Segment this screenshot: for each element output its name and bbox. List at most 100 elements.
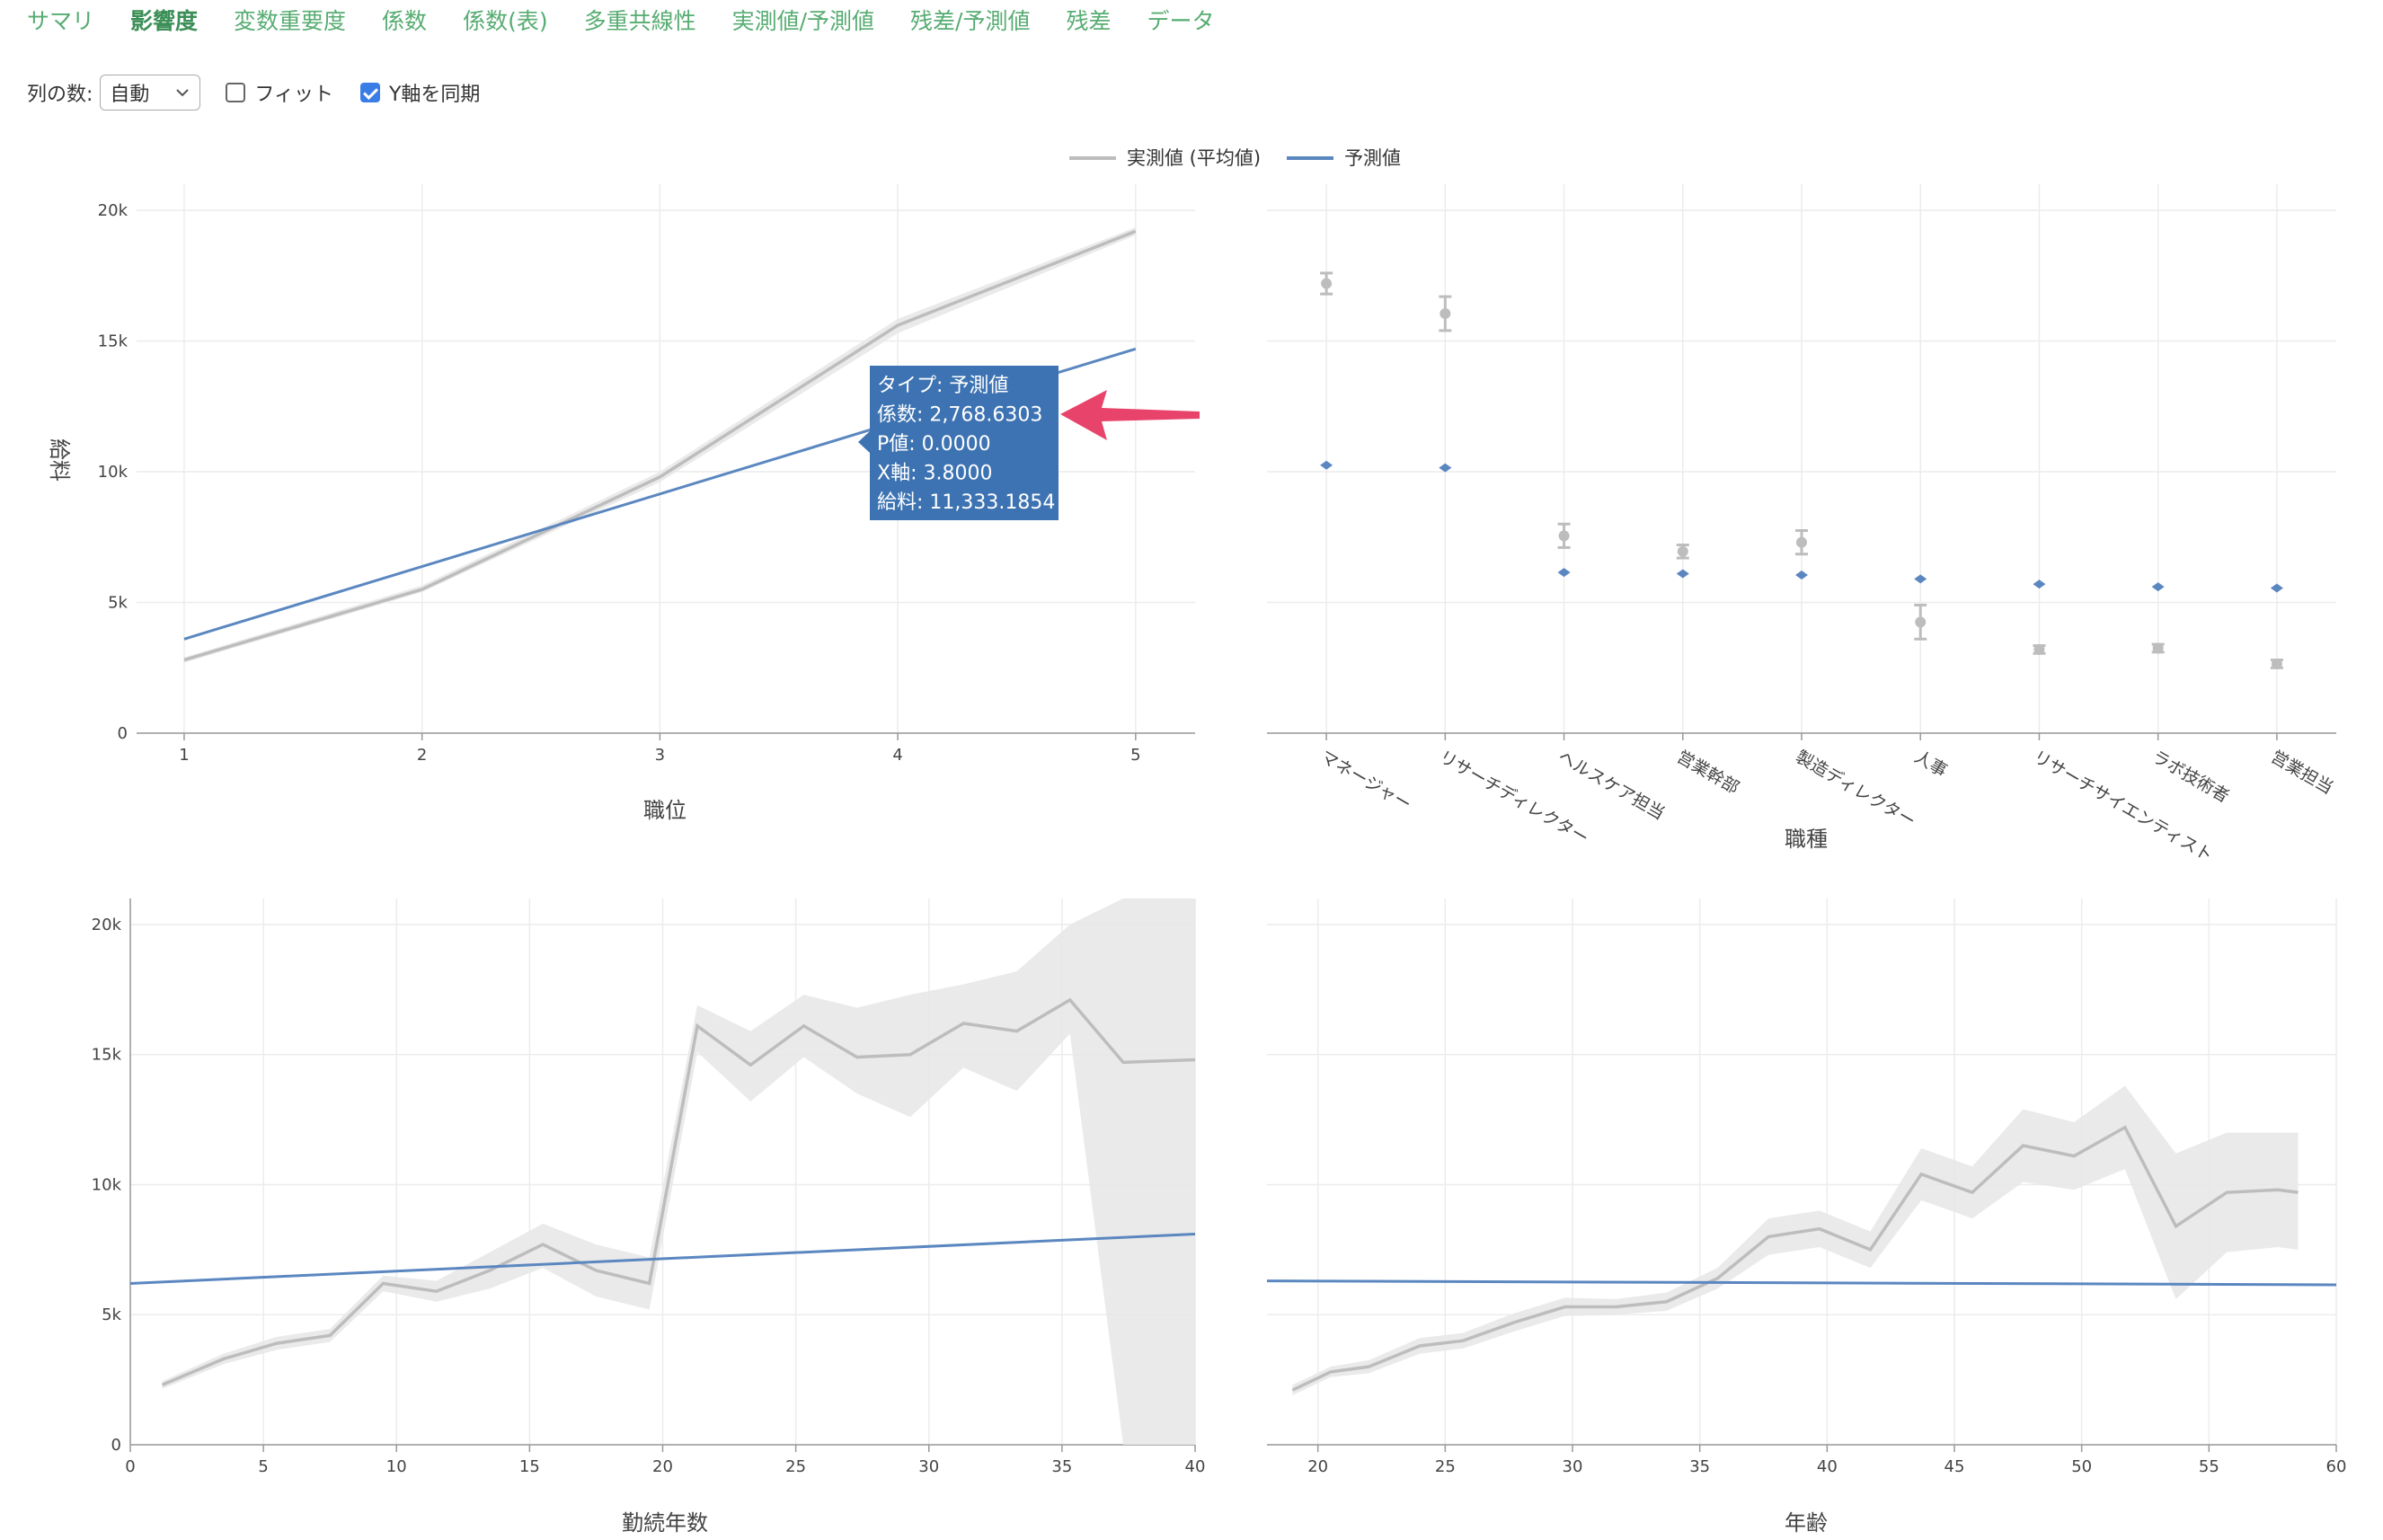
sync-y-label: Y軸を同期 <box>388 84 481 106</box>
y-tick-label: 15k <box>98 332 128 351</box>
y-tick-label: 0 <box>118 724 128 743</box>
x-tick-label: 30 <box>1563 1457 1583 1476</box>
x-tick-label: 営業担当 <box>2267 747 2336 798</box>
x-tick-label: 30 <box>918 1457 939 1476</box>
x-tick-label: 2 <box>417 746 427 765</box>
arrow-icon <box>1060 390 1200 440</box>
predicted-point <box>1557 568 1571 578</box>
legend-actual-label: 実測値 (平均値) <box>1127 147 1261 169</box>
predicted-point <box>1676 569 1689 579</box>
tooltip-line: X軸: 3.8000 <box>877 463 992 485</box>
x-tick-label: 営業幹部 <box>1673 747 1742 798</box>
x-tick-label: 5 <box>258 1457 268 1476</box>
predicted-point <box>1320 460 1333 470</box>
x-tick-label: ヘルスケア担当 <box>1555 747 1668 824</box>
predicted-point <box>2151 582 2165 592</box>
columns-label: 列の数: <box>27 84 93 106</box>
fit-checkbox-box[interactable] <box>226 83 246 102</box>
x-tick-label: 35 <box>1051 1457 1072 1476</box>
actual-line <box>183 229 1137 662</box>
columns-select-value: 自動 <box>110 84 150 106</box>
x-tick-label: 20 <box>1307 1457 1328 1476</box>
actual-point <box>2152 642 2164 654</box>
tab-4[interactable]: 係数(表) <box>463 8 548 34</box>
x-tick-label: 35 <box>1689 1457 1710 1476</box>
x-tick-label: 45 <box>1944 1457 1965 1476</box>
tooltip-box <box>870 366 1059 520</box>
tab-3[interactable]: 係数 <box>382 8 428 34</box>
annotation-arrow <box>1060 390 1200 440</box>
predicted-point <box>2270 583 2283 593</box>
x-tick-label: 25 <box>1435 1457 1456 1476</box>
x-tick-label: 1 <box>179 746 189 765</box>
x-tick-label: 0 <box>125 1457 135 1476</box>
x-tick-label: 50 <box>2071 1457 2092 1476</box>
tooltip-line: 給料: 11,333.1854 <box>877 491 1055 514</box>
x-tick-label: 5 <box>1130 746 1140 765</box>
tab-7[interactable]: 残差/予測値 <box>910 8 1031 34</box>
actual-point <box>1440 308 1451 320</box>
sync-y-checkbox-box[interactable] <box>359 83 380 102</box>
fit-label: フィット <box>254 84 333 106</box>
y-tick-label: 10k <box>92 1175 122 1194</box>
chart-panel-1: 0 5k 10k 15k 20k 1 2 3 4 5 職位 給料 <box>47 184 1195 823</box>
sync-y-checkbox[interactable]: Y軸を同期 <box>359 78 481 107</box>
legend: 実測値 (平均値) 予測値 <box>1069 147 1401 169</box>
x-tick-label: 4 <box>892 746 902 765</box>
actual-point <box>2033 643 2045 655</box>
tooltip-line: タイプ: 予測値 <box>877 375 1008 397</box>
tab-8[interactable]: 残差 <box>1066 8 1112 34</box>
chevron-down-icon <box>176 89 190 97</box>
x-tick-label: 40 <box>1185 1457 1206 1476</box>
predicted-point <box>1914 574 1927 584</box>
tooltip-line: 係数: 2,768.6303 <box>877 404 1042 427</box>
actual-point <box>1915 616 1927 628</box>
chart-panel-4: 20 25 30 35 40 45 50 55 60 年齢 <box>1266 898 2347 1536</box>
tab-1[interactable]: 影響度 <box>130 8 199 34</box>
predicted-line <box>129 1232 1196 1285</box>
actual-point <box>1558 530 1570 542</box>
tab-5[interactable]: 多重共線性 <box>583 8 696 34</box>
y-tick-label: 20k <box>98 201 128 220</box>
y-tick-label: 20k <box>92 916 122 934</box>
x-tick-label: 60 <box>2326 1457 2347 1476</box>
tooltip-line: P値: 0.0000 <box>877 433 991 456</box>
tab-6[interactable]: 実測値/予測値 <box>731 8 875 34</box>
tab-bar: サマリ 影響度 変数重要度 係数 係数(表) 多重共線性 実測値/予測値 残差/予測値 残差 デー… <box>27 0 1251 40</box>
confidence-band <box>183 227 1136 663</box>
confidence-band <box>1292 1085 2299 1395</box>
actual-point <box>1677 545 1688 557</box>
x-axis-label: 職位 <box>643 798 687 823</box>
x-tick-label: マネージャー <box>1317 747 1415 814</box>
x-axis-label: 職種 <box>1785 827 1828 852</box>
actual-point <box>2271 658 2282 669</box>
legend-predicted-label: 予測値 <box>1344 147 1401 169</box>
predicted-point <box>1795 570 1808 580</box>
predicted-point <box>1439 463 1452 473</box>
tab-0[interactable]: サマリ <box>27 8 95 34</box>
tooltip-pointer <box>858 431 870 453</box>
fit-checkbox[interactable]: フィット <box>226 78 333 107</box>
x-tick-label: 人事 <box>1911 747 1951 781</box>
y-tick-label: 0 <box>111 1436 121 1455</box>
actual-point <box>1321 278 1333 289</box>
toolbar: 列の数: 自動 フィット Y軸を同期 <box>27 72 507 113</box>
y-tick-label: 15k <box>92 1046 122 1065</box>
tab-2[interactable]: 変数重要度 <box>234 8 347 34</box>
x-tick-label: 15 <box>519 1457 540 1476</box>
y-tick-label: 5k <box>108 594 128 613</box>
tab-9[interactable]: データ <box>1147 8 1215 34</box>
x-tick-label: 25 <box>785 1457 806 1476</box>
x-tick-label: 10 <box>386 1457 407 1476</box>
actual-line <box>1291 1125 2299 1392</box>
x-tick-label: ラボ技術者 <box>2148 747 2232 807</box>
confidence-band <box>162 898 1195 1445</box>
columns-select[interactable]: 自動 <box>100 75 201 111</box>
y-axis-label: 給料 <box>47 438 72 482</box>
y-tick-label: 10k <box>98 463 128 482</box>
actual-point <box>1796 536 1807 548</box>
x-tick-label: 3 <box>655 746 665 765</box>
predicted-point <box>2033 580 2046 589</box>
